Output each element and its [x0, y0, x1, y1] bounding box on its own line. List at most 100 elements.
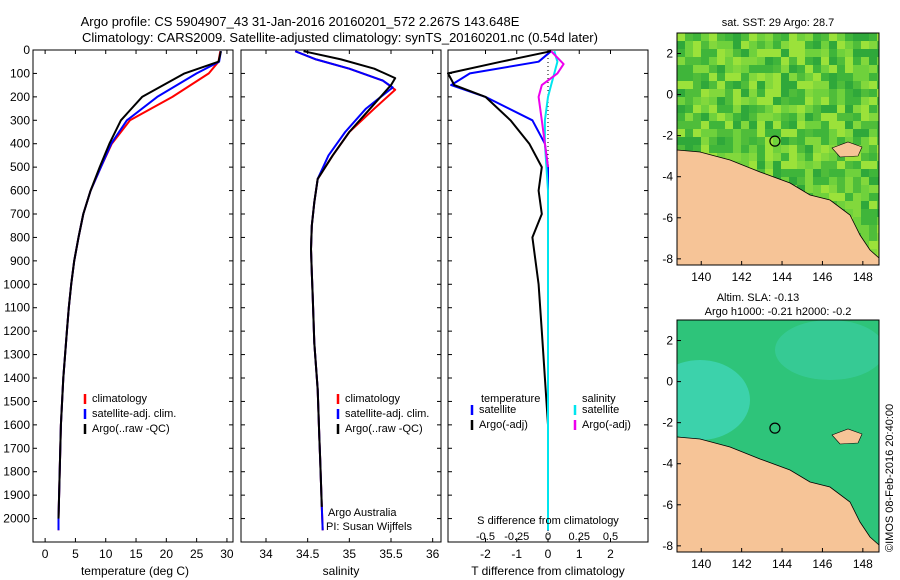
legend-label-argo: Argo(..raw -QC) [92, 423, 170, 435]
sst-cell [717, 97, 725, 105]
sst-cell [853, 201, 861, 209]
sst-cell [845, 209, 853, 217]
difference-lines [447, 50, 565, 531]
sst-cell [685, 137, 693, 145]
series-line-salinity-argo-adj- [537, 50, 565, 168]
sst-cell [813, 145, 821, 153]
sst-cell [821, 161, 829, 169]
x-tick-label: 35 [343, 547, 357, 561]
sst-cell [773, 145, 781, 153]
sst-cell [813, 89, 821, 97]
sst-cell [845, 81, 853, 89]
sst-cell [733, 49, 741, 57]
sst-cell [757, 153, 765, 161]
sst-cell [845, 89, 853, 97]
sst-cell [805, 161, 813, 169]
sst-cell [717, 113, 725, 121]
sst-cell [845, 41, 853, 49]
sst-cell [701, 97, 709, 105]
sst-cell [765, 49, 773, 57]
x-tick-label: 10 [99, 547, 113, 561]
sst-cell [709, 57, 717, 65]
sst-cell [741, 81, 749, 89]
series-line-salinity-satellite [543, 50, 559, 531]
sst-cell [749, 89, 757, 97]
lon-tick-label: 142 [732, 270, 752, 284]
sst-cell [757, 65, 765, 73]
x-tick-label: 34.5 [296, 547, 320, 561]
sst-cell [749, 41, 757, 49]
sst-cell [845, 113, 853, 121]
sst-cell [837, 177, 845, 185]
sst-cell [813, 177, 821, 185]
sst-cell [813, 105, 821, 113]
sst-cell [749, 73, 757, 81]
sst-cell [877, 169, 879, 177]
lat-tick-label: -2 [662, 129, 673, 143]
sst-cell [781, 97, 789, 105]
sst-cell [781, 161, 789, 169]
sst-cell [853, 97, 861, 105]
lat-tick-label: -4 [662, 170, 673, 184]
sst-cell [741, 49, 749, 57]
sst-longitude-ticks: 140 142 144 146 148 [691, 261, 873, 284]
sst-cell [837, 73, 845, 81]
sst-cell [821, 49, 829, 57]
sst-cell [853, 217, 861, 225]
sst-cell [757, 73, 765, 81]
sst-cell [789, 49, 797, 57]
sst-cell [741, 89, 749, 97]
sst-cell [677, 89, 685, 97]
sst-cell [725, 105, 733, 113]
sst-cell [797, 49, 805, 57]
sst-cell [829, 185, 837, 193]
sst-cell [845, 161, 853, 169]
header-line-2: Climatology: CARS2009. Satellite-adjuste… [82, 30, 598, 45]
temperature-lines [57, 50, 222, 531]
sst-cell [709, 137, 717, 145]
sst-cell [845, 185, 853, 193]
sst-cell [877, 161, 879, 169]
sst-cell [733, 145, 741, 153]
sst-cell [797, 145, 805, 153]
sst-cell [853, 193, 861, 201]
sst-cell [757, 137, 765, 145]
lat-tick-label: 2 [666, 334, 673, 348]
temperature-axis-label: temperature (deg C) [81, 564, 189, 578]
sst-cell [757, 113, 765, 121]
sst-cell [709, 105, 717, 113]
sst-cell [837, 121, 845, 129]
sst-cell [805, 105, 813, 113]
sst-cell [701, 73, 709, 81]
sla-island [831, 428, 863, 445]
temperature-plot-frame [32, 49, 234, 543]
sst-cell [749, 33, 757, 41]
sst-cell [749, 105, 757, 113]
sst-cell [837, 129, 845, 137]
depth-tick-label: 1500 [3, 394, 30, 408]
sst-cell [725, 65, 733, 73]
sla-map-title: Altim. SLA: -0.13 [717, 292, 800, 304]
lon-tick-label: 148 [853, 557, 873, 571]
legend-label-argo: Argo(..raw -QC) [345, 423, 423, 435]
sst-cell [765, 153, 773, 161]
salinity-axis-label: salinity [323, 564, 360, 578]
sst-cell [845, 97, 853, 105]
sst-cell [821, 97, 829, 105]
lat-tick-label: -8 [662, 252, 673, 266]
sst-cell [709, 129, 717, 137]
legend-title-salinity: salinity [582, 393, 616, 405]
sst-cell [765, 41, 773, 49]
sst-cell [821, 89, 829, 97]
sst-cell [781, 145, 789, 153]
sst-cell [757, 161, 765, 169]
sst-cell [853, 57, 861, 65]
sst-cell [877, 241, 879, 249]
sst-cell [717, 73, 725, 81]
sst-cell [829, 153, 837, 161]
sst-cell [701, 105, 709, 113]
sst-cell [693, 57, 701, 65]
sst-cell [845, 121, 853, 129]
sst-cell [861, 81, 869, 89]
sst-cell [877, 57, 879, 65]
